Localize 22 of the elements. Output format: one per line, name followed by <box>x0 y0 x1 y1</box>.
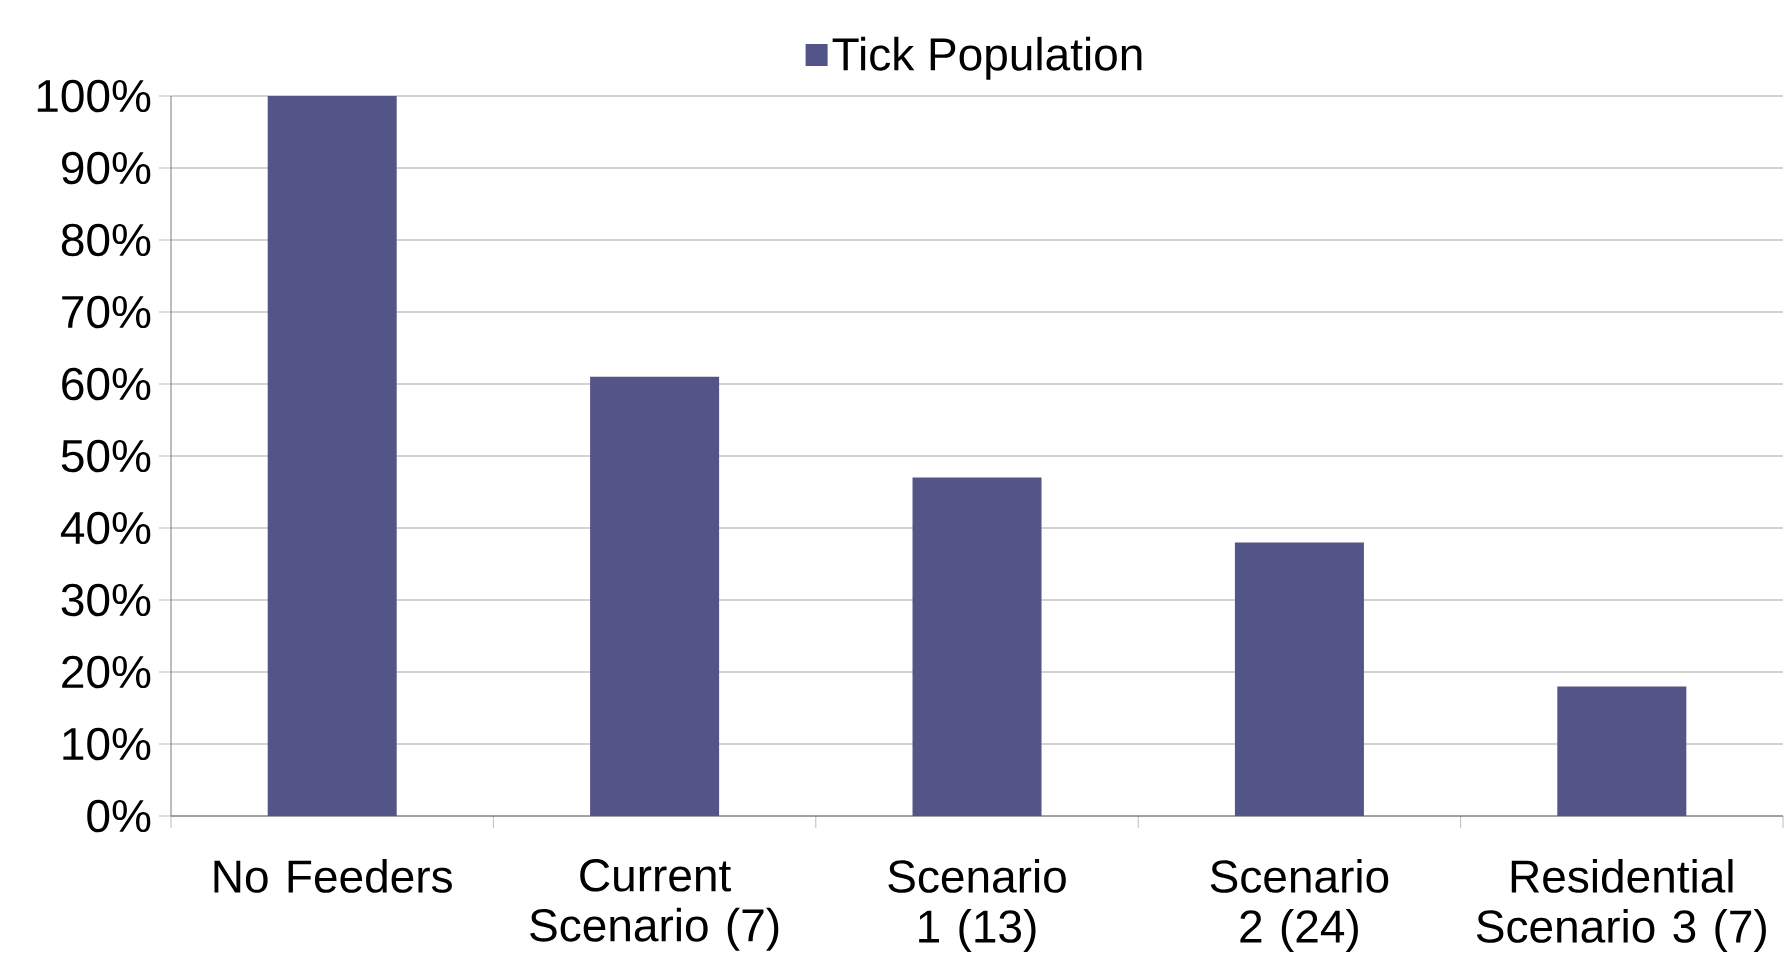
y-tick-label: 80% <box>61 223 151 257</box>
bar <box>267 95 397 816</box>
y-tick-label: 50% <box>61 439 151 473</box>
x-tick-label: Scenario 2 (24) <box>1210 859 1389 952</box>
y-tick-label: 20% <box>62 655 151 689</box>
y-tick-label: 40% <box>60 511 151 545</box>
y-tick-label: 10% <box>63 727 151 761</box>
bar <box>912 477 1042 816</box>
x-tick-label: Current Scenario (7) <box>530 859 779 951</box>
x-tick-label: No Feeders <box>214 859 452 893</box>
y-tick-label: 100% <box>37 79 151 113</box>
legend-label: Tick Population <box>832 36 1142 80</box>
bar <box>1557 686 1687 816</box>
y-tick-label: 60% <box>62 367 151 401</box>
bar <box>1234 542 1364 816</box>
y-tick-label: 90% <box>62 151 151 185</box>
y-tick-label: 0% <box>87 799 151 833</box>
x-tick-label: Scenario 1 (13) <box>888 859 1066 952</box>
y-tick-label: 30% <box>61 583 151 617</box>
bar <box>590 376 720 816</box>
x-tick-label: Residential Scenario 3 (7) <box>1476 859 1766 952</box>
y-tick-label: 70% <box>62 295 151 329</box>
